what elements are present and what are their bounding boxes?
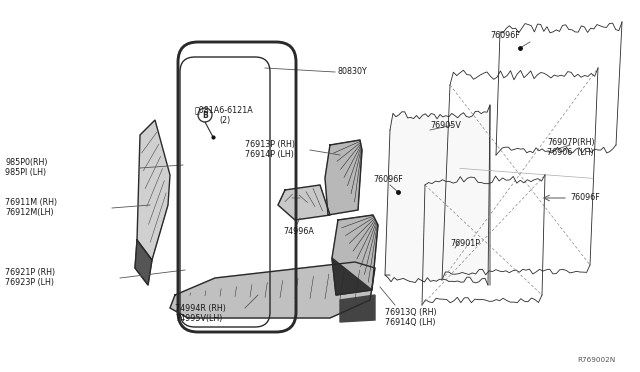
Text: 76913Q (RH): 76913Q (RH) (385, 308, 436, 317)
Text: 80830Y: 80830Y (338, 67, 368, 77)
Text: R769002N: R769002N (577, 357, 615, 363)
Polygon shape (325, 140, 362, 215)
Text: 76914P (LH): 76914P (LH) (245, 151, 294, 160)
Polygon shape (332, 215, 378, 295)
Text: 76901P: 76901P (450, 238, 480, 247)
Polygon shape (137, 120, 170, 260)
Polygon shape (170, 262, 375, 318)
Polygon shape (278, 185, 330, 220)
Text: 76096F: 76096F (490, 31, 520, 39)
Text: 76905V: 76905V (430, 121, 461, 129)
Text: 985PI (LH): 985PI (LH) (5, 169, 46, 177)
Text: 74994R (RH): 74994R (RH) (175, 304, 226, 312)
Polygon shape (340, 295, 375, 322)
Text: 76096F: 76096F (570, 193, 600, 202)
Text: 74996A: 74996A (283, 228, 314, 237)
Text: 76911M (RH): 76911M (RH) (5, 199, 57, 208)
Text: B: B (202, 110, 208, 119)
Text: 985P0(RH): 985P0(RH) (5, 158, 47, 167)
Text: 76906  (LH): 76906 (LH) (547, 148, 594, 157)
Text: 74995V(LH): 74995V(LH) (175, 314, 222, 323)
Text: 76914Q (LH): 76914Q (LH) (385, 317, 435, 327)
Text: (2): (2) (219, 116, 230, 125)
Text: ⒱081A6-6121A: ⒱081A6-6121A (195, 106, 253, 115)
Text: 76907P(RH): 76907P(RH) (547, 138, 595, 147)
Text: 76096F: 76096F (373, 176, 403, 185)
Text: 76923P (LH): 76923P (LH) (5, 279, 54, 288)
Text: 76921P (RH): 76921P (RH) (5, 269, 55, 278)
Polygon shape (135, 240, 152, 285)
Text: 76913P (RH): 76913P (RH) (245, 141, 295, 150)
Polygon shape (332, 258, 372, 295)
Polygon shape (385, 105, 490, 285)
Text: 76912M(LH): 76912M(LH) (5, 208, 54, 218)
